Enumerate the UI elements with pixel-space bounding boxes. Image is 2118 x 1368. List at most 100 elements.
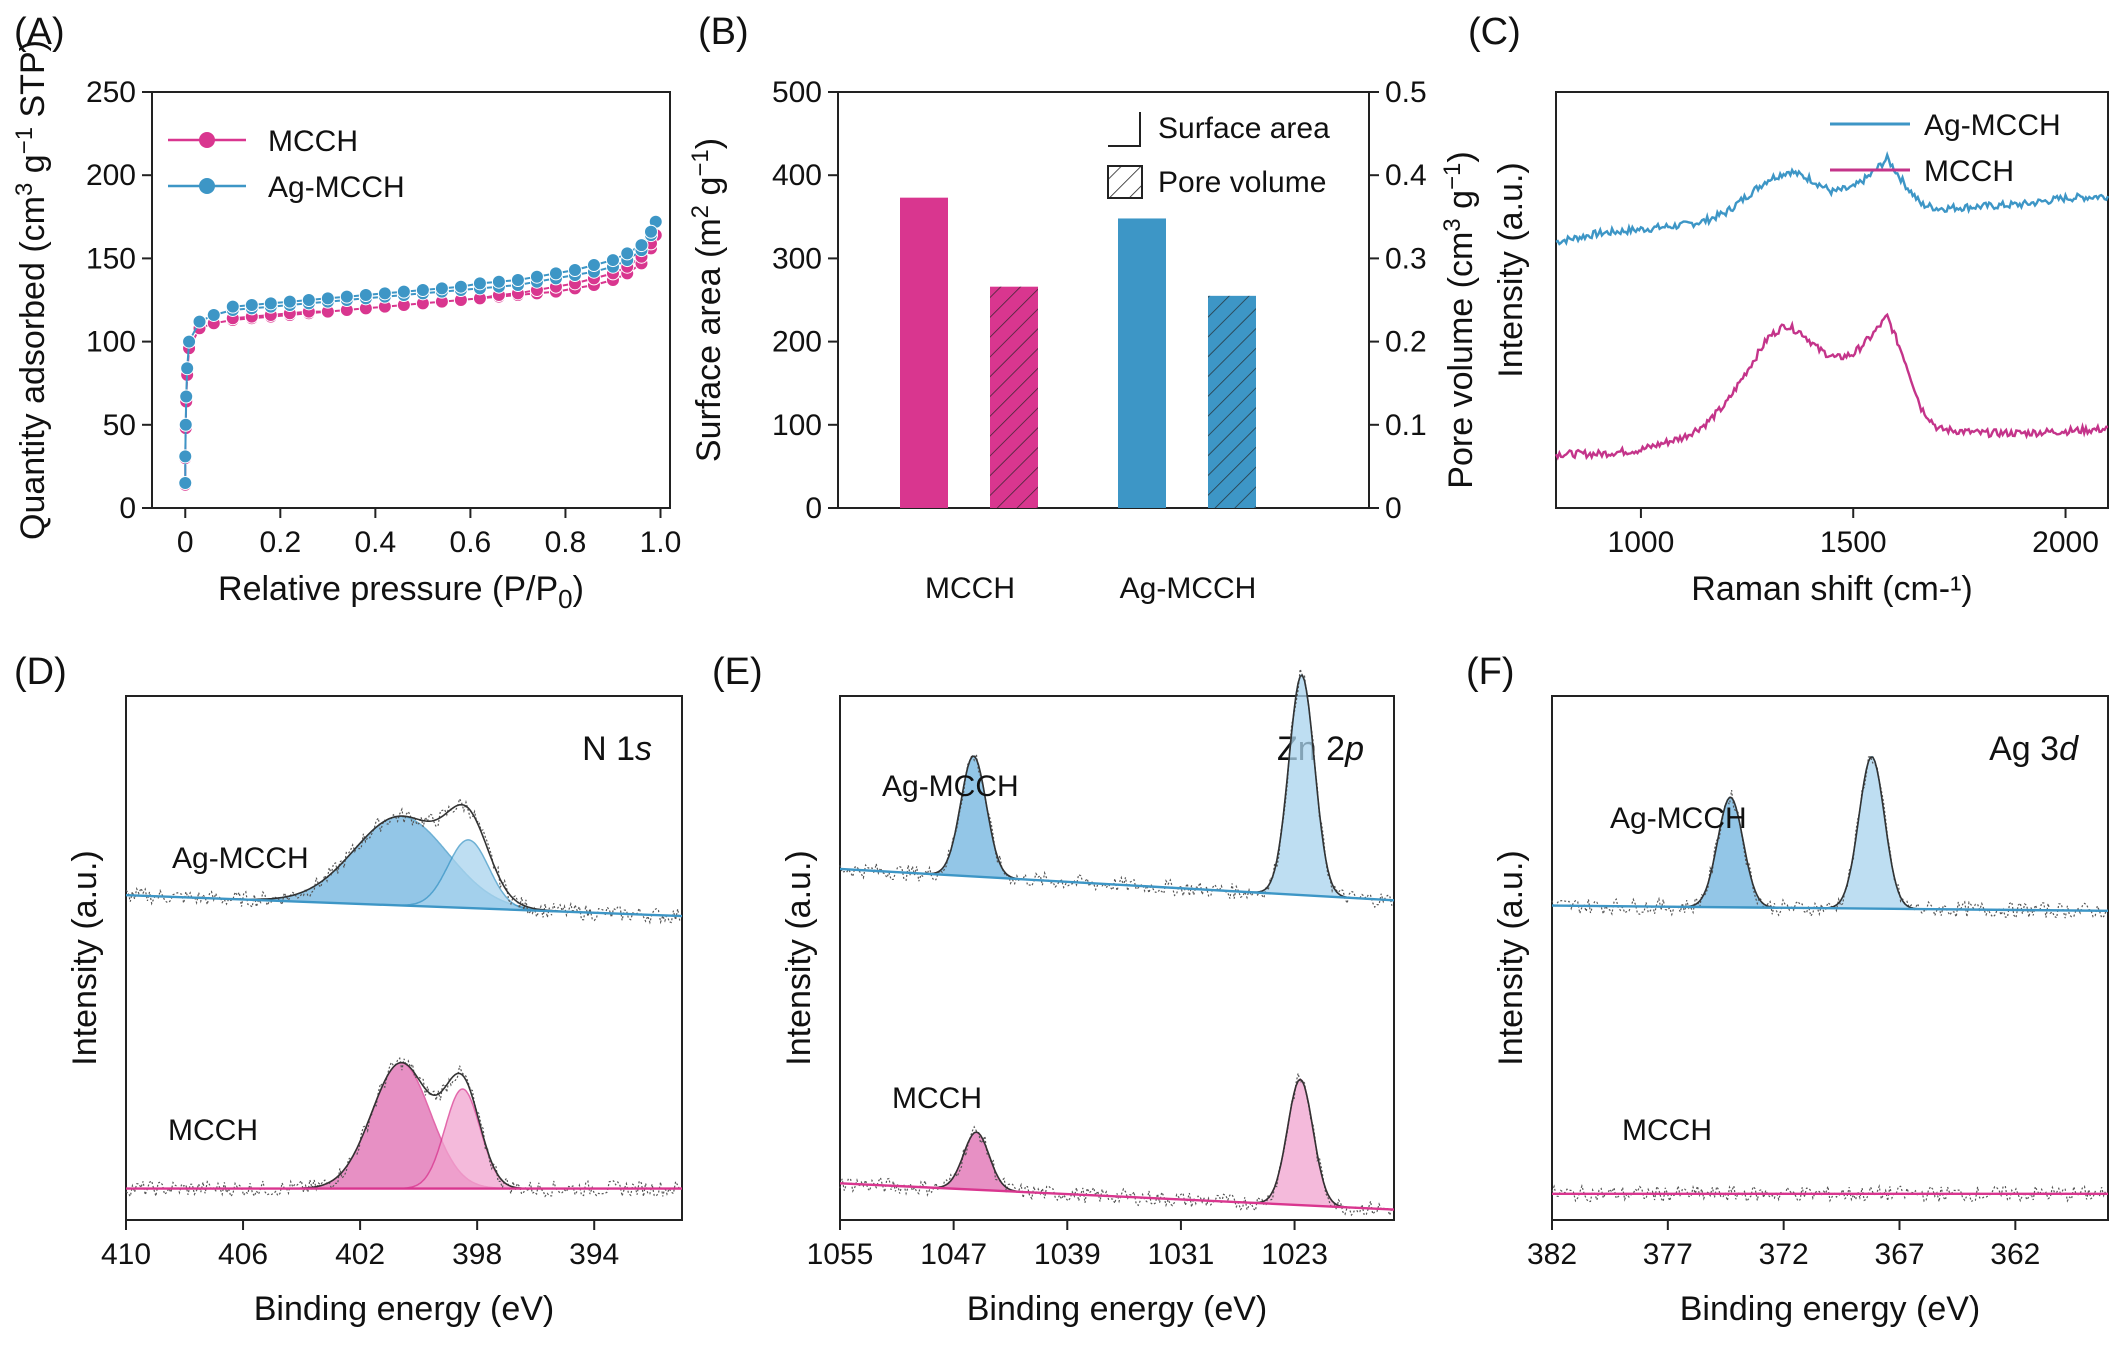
raw-data	[125, 1057, 681, 1198]
x-tick-label: 1000	[1608, 526, 1675, 559]
panel-f: (F) Ag 3d 382 377 372 367 362 Binding energy (e…	[1466, 651, 2109, 1328]
series-label: MCCH	[1622, 1114, 1712, 1147]
y-tick-label: 200	[772, 326, 822, 359]
legend-swatch-pore	[1107, 165, 1143, 199]
y-tick-label: 0	[119, 492, 136, 525]
spectrum-title: Ag 3d	[1989, 730, 2079, 768]
panel-label: (F)	[1466, 651, 1515, 693]
x-tick-label: 0.4	[354, 526, 396, 559]
panel-b: (B) 0 100 200 300 400 500 0 0.1 0.2 0.3 0.4 0.5 Surfa…	[687, 11, 1480, 605]
data-point	[620, 246, 635, 261]
legend-marker	[199, 132, 215, 148]
data-point	[225, 299, 240, 314]
y2-tick-label: 0.2	[1385, 326, 1427, 359]
raw-data	[1551, 755, 2107, 920]
data-point	[529, 269, 544, 284]
x-category-label: Ag-MCCH	[1120, 572, 1257, 605]
x-tick-label: 372	[1759, 1238, 1809, 1271]
data-point	[282, 294, 297, 309]
x-category-label: MCCH	[925, 572, 1015, 605]
x-tick-label: 1.0	[640, 526, 682, 559]
data-point	[192, 314, 207, 329]
x-tick-label: 410	[101, 1238, 151, 1271]
x-tick-label: 377	[1643, 1238, 1693, 1271]
y2-tick-label: 0.3	[1385, 242, 1427, 275]
panel-label: (E)	[712, 651, 763, 693]
spectrum-title: N 1s	[582, 730, 652, 768]
x-tick-label: 0.8	[545, 526, 587, 559]
legend-label: Ag-MCCH	[1924, 109, 2061, 142]
y-axis-label: Intensity (a.u.)	[1492, 850, 1530, 1065]
x-tick-label: 2000	[2032, 526, 2099, 559]
series-ag-mcch: Ag-MCCH	[168, 171, 663, 491]
x-tick-label: 1047	[920, 1238, 987, 1271]
y-tick-label: 100	[86, 326, 136, 359]
x-tick-label: 1055	[807, 1238, 874, 1271]
data-point	[263, 296, 278, 311]
y2-tick-label: 0.5	[1385, 76, 1427, 109]
data-point	[206, 307, 221, 322]
y2-axis-label: Pore volume (cm3 g−1)	[1439, 151, 1480, 488]
x-axis-label: Binding energy (eV)	[967, 1290, 1268, 1328]
data-point	[178, 417, 193, 432]
y-tick-label: 500	[772, 76, 822, 109]
x-axis-label: Relative pressure (P/P0)	[218, 570, 584, 614]
panel-a: (A) 0 50 100 150 200 250 0 0.2 0.4 0.6 0.8 1.0 Relati…	[11, 11, 681, 614]
baseline	[839, 1182, 1395, 1211]
data-point	[178, 476, 193, 491]
x-tick-label: 402	[335, 1238, 385, 1271]
data-point	[567, 263, 582, 278]
series-line	[184, 221, 657, 483]
y-tick-label: 250	[86, 76, 136, 109]
legend-label: Surface area	[1158, 112, 1330, 145]
x-tick-label: 382	[1527, 1238, 1577, 1271]
y-tick-label: 400	[772, 159, 822, 192]
x-tick-label: 1039	[1034, 1238, 1101, 1271]
baseline	[1551, 904, 2109, 913]
fitted-peak	[1249, 674, 1353, 899]
data-point	[339, 289, 354, 304]
panel-d: (D) N 1s 410 406 402 398 394 Binding energy (eV…	[14, 651, 683, 1328]
y-tick-label: 150	[86, 242, 136, 275]
legend-label: MCCH	[1924, 155, 2014, 188]
plot-frame	[1551, 695, 2109, 1221]
y-tick-label: 50	[103, 409, 136, 442]
series-mcch: MCCH	[839, 1073, 1395, 1218]
data-point	[643, 224, 658, 239]
data-point	[182, 334, 197, 349]
plot-frame	[839, 695, 1395, 1221]
y-axis-label: Intensity (a.u.)	[1492, 162, 1530, 377]
legend-label: Ag-MCCH	[268, 171, 405, 204]
x-tick-label: 1023	[1261, 1238, 1328, 1271]
y-axis-label: Intensity (a.u.)	[780, 850, 818, 1065]
series-label: MCCH	[168, 1114, 258, 1147]
fitted-peak	[1820, 755, 1924, 910]
x-tick-label: 1031	[1148, 1238, 1215, 1271]
x-tick-label: 406	[218, 1238, 268, 1271]
baseline	[839, 867, 1395, 902]
x-tick-label: 0	[177, 526, 194, 559]
bar-surface-area	[900, 197, 948, 508]
panel-label: (A)	[14, 11, 65, 53]
data-point	[453, 279, 468, 294]
series-line-mcch	[1554, 312, 2109, 461]
x-tick-label: 398	[452, 1238, 502, 1271]
legend-marker	[199, 178, 215, 194]
x-tick-label: 0.2	[259, 526, 301, 559]
series-line-ag-mcch	[1555, 150, 2110, 246]
data-point	[548, 266, 563, 281]
x-tick-label: 362	[1990, 1238, 2040, 1271]
series-mcch: MCCH	[168, 125, 663, 492]
panel-label: (D)	[14, 651, 67, 693]
bar-pore-volume-hatch	[990, 286, 1038, 508]
legend-swatch-surface	[1108, 112, 1141, 147]
data-point	[358, 288, 373, 303]
data-point	[178, 449, 193, 464]
data-point	[244, 297, 259, 312]
panel-label: (C)	[1468, 11, 1521, 53]
series-mcch: MCCH	[1551, 1114, 2108, 1203]
legend-label: Pore volume	[1158, 166, 1326, 199]
y-axis-label: Quantity adsorbed (cm3 g−1 STP)	[11, 40, 52, 540]
plot-frame	[151, 91, 671, 509]
